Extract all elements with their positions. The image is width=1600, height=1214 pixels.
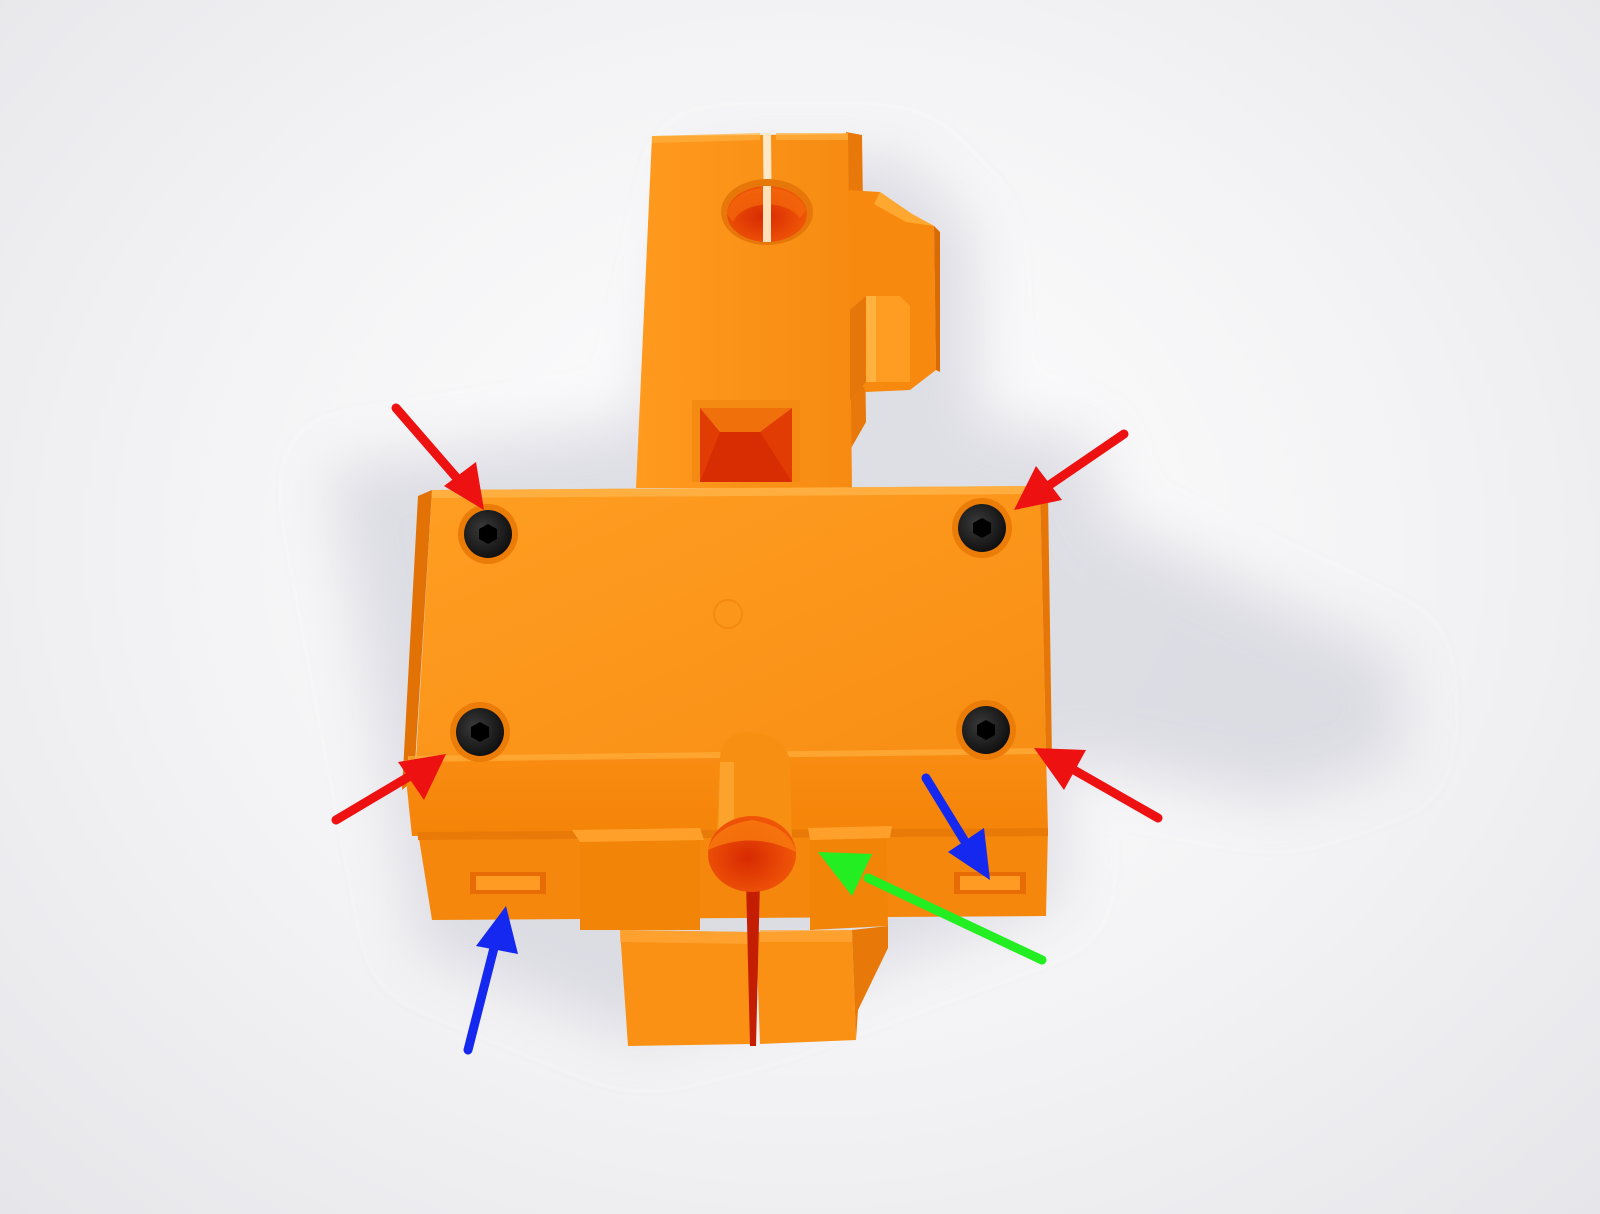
nut-slot-right [954,872,1026,894]
blue-arrow-right [921,773,990,880]
red-arrow-top-right [1014,429,1129,510]
red-arrow-bottom-left [331,754,446,825]
blue-arrow-left [463,906,518,1055]
screw-top-right [952,498,1012,558]
screw-top-left [458,504,518,564]
upper-arm [636,132,940,488]
rod-channel [708,732,796,892]
screw-bottom-right [956,700,1016,760]
arm-window [692,400,800,482]
green-arrow [818,852,1047,965]
arm-rod-hole [721,179,813,245]
screw-bottom-left [450,702,510,762]
red-arrow-top-left [391,403,484,510]
red-arrow-bottom-right [1034,748,1163,823]
nut-slot-left [470,872,546,894]
